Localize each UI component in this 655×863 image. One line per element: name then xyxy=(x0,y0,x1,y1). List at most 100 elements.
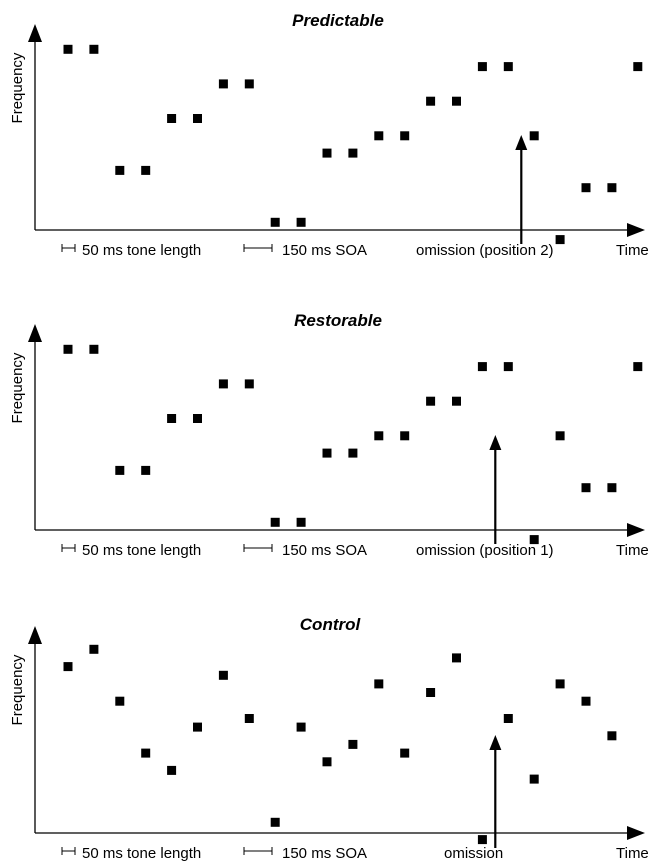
x-axis: Time xyxy=(35,223,649,259)
tone-square xyxy=(89,44,99,54)
omission-label: omission (position 2) xyxy=(416,242,554,259)
tone-square xyxy=(400,431,410,441)
tone-square xyxy=(63,662,73,672)
tone-square xyxy=(633,62,643,72)
y-axis-label: Frequency xyxy=(9,52,26,123)
tone-square xyxy=(348,148,358,158)
tone-square xyxy=(477,835,487,845)
omission-label: omission (position 1) xyxy=(416,542,554,559)
tone-square xyxy=(607,483,617,493)
tone-square xyxy=(115,465,125,475)
tone-square xyxy=(167,765,177,775)
tone-square xyxy=(322,448,332,458)
tone-sequence xyxy=(63,644,617,845)
omission-marker xyxy=(489,735,502,848)
tone-square xyxy=(63,44,73,54)
tone-square xyxy=(426,396,436,406)
tone-square xyxy=(218,379,228,389)
tone-square xyxy=(296,517,306,527)
omission-arrowhead xyxy=(489,735,502,750)
tone-square xyxy=(555,679,565,689)
tone-square xyxy=(374,679,384,689)
tone-square xyxy=(167,114,177,123)
soa-label: 150 ms SOA xyxy=(282,542,367,559)
omission-label: omission xyxy=(444,845,503,862)
tone-square xyxy=(63,344,73,354)
y-axis-arrowhead xyxy=(28,626,42,644)
tone-square xyxy=(322,757,332,767)
y-axis: Frequency xyxy=(9,324,42,530)
legend-row: 50 ms tone length 150 ms SOA omission (p… xyxy=(61,242,554,259)
tone-square xyxy=(193,722,202,732)
tone-square xyxy=(503,362,513,372)
tone-square xyxy=(426,688,436,697)
tone-square xyxy=(529,131,539,141)
soa-label: 150 ms SOA xyxy=(282,845,367,862)
soa-bracket xyxy=(243,847,273,855)
tone-square xyxy=(452,396,461,406)
tone-square xyxy=(607,183,617,193)
tone-length-label: 50 ms tone length xyxy=(82,542,201,559)
x-axis-arrowhead xyxy=(627,223,645,237)
legend-row: 50 ms tone length 150 ms SOA omission xyxy=(61,845,503,862)
tone-square xyxy=(607,731,617,741)
tone-square xyxy=(452,96,461,106)
omission-arrowhead xyxy=(515,135,528,150)
tone-length-bracket xyxy=(61,544,76,552)
omission-marker xyxy=(489,435,502,544)
tone-square xyxy=(244,79,254,89)
tone-square xyxy=(400,748,410,758)
tone-square xyxy=(115,165,125,175)
tone-square xyxy=(348,739,358,749)
tone-square xyxy=(348,448,358,458)
tone-square xyxy=(322,148,332,158)
tone-square xyxy=(193,414,202,423)
y-axis-arrowhead xyxy=(28,324,42,342)
y-axis-label: Frequency xyxy=(9,352,26,423)
tone-square xyxy=(244,379,254,389)
tone-square xyxy=(581,483,591,493)
tone-square xyxy=(270,817,280,827)
panel-restorable: Restorable Frequency Time 50 ms tone len… xyxy=(9,311,649,559)
x-axis: Time xyxy=(35,523,649,559)
tone-length-bracket xyxy=(61,847,76,855)
tone-square xyxy=(477,362,487,372)
tone-square xyxy=(89,344,99,354)
tone-square xyxy=(296,217,306,227)
tone-square xyxy=(270,517,280,527)
tone-square xyxy=(503,62,513,72)
tone-square xyxy=(270,217,280,227)
x-axis-label: Time xyxy=(616,845,649,862)
tone-square xyxy=(374,131,384,141)
tone-square xyxy=(581,696,591,706)
tone-square xyxy=(426,96,436,106)
panel-predictable: Predictable Frequency Time 50 ms tone le… xyxy=(9,11,649,259)
tone-square xyxy=(141,748,151,758)
panel-title: Control xyxy=(300,615,362,634)
tone-square xyxy=(503,714,513,723)
tone-square xyxy=(529,535,539,545)
tone-square xyxy=(633,362,643,372)
tone-square xyxy=(477,62,487,72)
x-axis: Time xyxy=(35,826,649,862)
tone-square xyxy=(167,414,177,423)
tone-square xyxy=(244,714,254,723)
tone-sequence xyxy=(63,44,643,245)
soa-bracket xyxy=(243,244,273,252)
y-axis-label: Frequency xyxy=(9,654,26,725)
y-axis: Frequency xyxy=(9,626,42,833)
tone-square xyxy=(529,774,539,784)
x-axis-arrowhead xyxy=(627,826,645,840)
soa-label: 150 ms SOA xyxy=(282,242,367,259)
tone-length-label: 50 ms tone length xyxy=(82,242,201,259)
tone-square xyxy=(374,431,384,441)
omission-marker xyxy=(515,135,528,244)
tone-square xyxy=(218,670,228,680)
tone-square xyxy=(89,644,99,654)
panel-title: Restorable xyxy=(294,311,382,330)
tone-square xyxy=(115,696,125,706)
tone-square xyxy=(296,722,306,732)
tone-square xyxy=(555,235,565,245)
y-axis: Frequency xyxy=(9,24,42,230)
